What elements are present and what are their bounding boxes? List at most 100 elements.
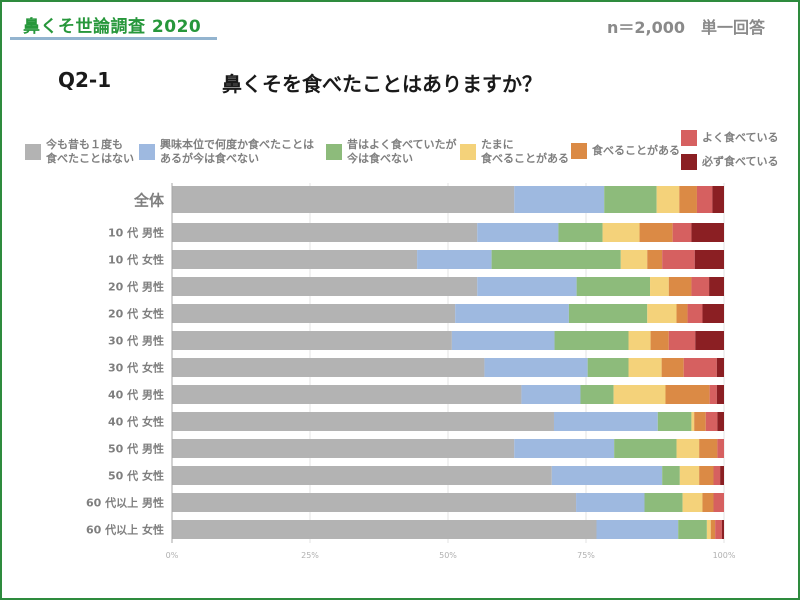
bar-segment bbox=[676, 439, 700, 458]
category-label: 40 代 女性 bbox=[108, 415, 164, 429]
x-tick-label: 0% bbox=[166, 551, 179, 560]
bar-segment bbox=[712, 186, 724, 213]
legend-item-sometimes: 食べることがある bbox=[571, 143, 680, 159]
bar-segment bbox=[691, 223, 724, 242]
bar-segment bbox=[695, 331, 724, 350]
bar-segment bbox=[715, 520, 722, 539]
bar-segment bbox=[647, 250, 663, 269]
category-label: 20 代 女性 bbox=[108, 307, 164, 321]
bar-segment bbox=[650, 277, 669, 296]
bar-segment bbox=[657, 412, 692, 431]
brand-underline bbox=[10, 37, 217, 40]
bar-segment bbox=[705, 412, 718, 431]
legend-swatch bbox=[681, 154, 697, 170]
bar-segment bbox=[694, 250, 724, 269]
bar-segment bbox=[691, 277, 710, 296]
bar-segment bbox=[644, 493, 683, 512]
bar-segment bbox=[521, 385, 581, 404]
bar-segment bbox=[558, 223, 603, 242]
bar-segment bbox=[417, 250, 492, 269]
bar-segment bbox=[455, 304, 569, 323]
bar-segment bbox=[672, 223, 692, 242]
legend-swatch bbox=[25, 144, 41, 160]
bar-segment bbox=[691, 412, 695, 431]
legend-label: 必ず食べている bbox=[702, 155, 779, 168]
bar-segment bbox=[683, 358, 717, 377]
x-tick-label: 75% bbox=[577, 551, 595, 560]
bar-segment bbox=[172, 466, 552, 485]
bar-segment bbox=[662, 466, 680, 485]
bar-segment bbox=[694, 412, 706, 431]
bar-segment bbox=[172, 331, 452, 350]
bar-segment bbox=[702, 304, 724, 323]
bar-segment bbox=[696, 186, 713, 213]
bar-segment bbox=[678, 520, 707, 539]
bar-segment bbox=[699, 466, 714, 485]
bar-segment bbox=[172, 304, 456, 323]
category-label: 30 代 男性 bbox=[108, 334, 164, 348]
category-label: 全体 bbox=[133, 192, 165, 210]
bar-segment bbox=[661, 358, 684, 377]
bar-segment bbox=[568, 304, 648, 323]
bar-segment bbox=[620, 250, 648, 269]
legend-item-never: 今も昔も１度も 食べたことはない bbox=[25, 138, 134, 166]
bar-segment bbox=[596, 520, 679, 539]
legend-label: 昔はよく食べていたが 今は食べない bbox=[347, 138, 457, 165]
category-label: 60 代以上 女性 bbox=[86, 523, 164, 537]
bar-segment bbox=[713, 466, 721, 485]
bar-segment bbox=[553, 412, 658, 431]
legend-swatch bbox=[139, 144, 155, 160]
category-labels: 全体 10 代 男性 10 代 女性 20 代 男性 20 代 女性 30 代 男性 30 … bbox=[86, 192, 165, 537]
category-label: 20 代 男性 bbox=[108, 280, 164, 294]
bar-segment bbox=[172, 385, 522, 404]
sample-size: n＝2,000 bbox=[606, 18, 685, 37]
category-label: 40 代 男性 bbox=[108, 388, 164, 402]
bar-segment bbox=[628, 358, 662, 377]
x-tick-label: 25% bbox=[301, 551, 319, 560]
bar-segment bbox=[656, 186, 680, 213]
bar-segment bbox=[587, 358, 629, 377]
legend-swatch bbox=[326, 144, 342, 160]
bar-segment bbox=[614, 439, 677, 458]
bar-segment bbox=[662, 250, 695, 269]
brand-title: 鼻くそ世論調査 2020 bbox=[23, 17, 202, 37]
category-label: 10 代 男性 bbox=[108, 226, 164, 240]
bar-segment bbox=[699, 439, 718, 458]
bar-segment bbox=[477, 223, 559, 242]
category-label: 60 代以上 男性 bbox=[86, 496, 164, 510]
legend-swatch bbox=[681, 130, 697, 146]
bar-segment bbox=[721, 520, 724, 539]
legend-item-used-to: 昔はよく食べていたが 今は食べない bbox=[326, 138, 457, 166]
bar-segment bbox=[576, 277, 651, 296]
bar-segment bbox=[720, 466, 724, 485]
bar-segment bbox=[604, 186, 657, 213]
bar-segment bbox=[713, 493, 724, 512]
legend-item-often: よく食べている bbox=[681, 130, 779, 146]
bar-segment bbox=[172, 493, 577, 512]
legend-label: 今も昔も１度も 食べたことはない bbox=[46, 138, 134, 165]
bar-segment bbox=[628, 331, 651, 350]
bar-segment bbox=[676, 304, 688, 323]
bar-segment bbox=[716, 385, 724, 404]
legend-swatch bbox=[571, 143, 587, 159]
bar-segment bbox=[172, 439, 515, 458]
legend-label: 興味本位で何度か食べたことは あるが今は食べない bbox=[160, 138, 314, 165]
bar-segment bbox=[551, 466, 663, 485]
bar-segment bbox=[639, 223, 673, 242]
bar-segment bbox=[709, 385, 717, 404]
bar-segment bbox=[172, 277, 478, 296]
legend-label: たまに 食べることがある bbox=[481, 138, 569, 165]
bar-segment bbox=[679, 466, 700, 485]
sample-info: n＝2,000 単一回答 bbox=[591, 14, 765, 38]
bar-segment bbox=[172, 412, 554, 431]
bar-segment bbox=[717, 439, 724, 458]
bar-segment bbox=[477, 277, 577, 296]
bar-segment bbox=[702, 493, 714, 512]
bar-segment bbox=[172, 358, 485, 377]
bar-segment bbox=[602, 223, 640, 242]
category-label: 30 代 女性 bbox=[108, 361, 164, 375]
bar-segment bbox=[665, 385, 710, 404]
bar-segment bbox=[687, 304, 703, 323]
question-text: 鼻くそを食べたことはありますか？ bbox=[222, 72, 542, 96]
